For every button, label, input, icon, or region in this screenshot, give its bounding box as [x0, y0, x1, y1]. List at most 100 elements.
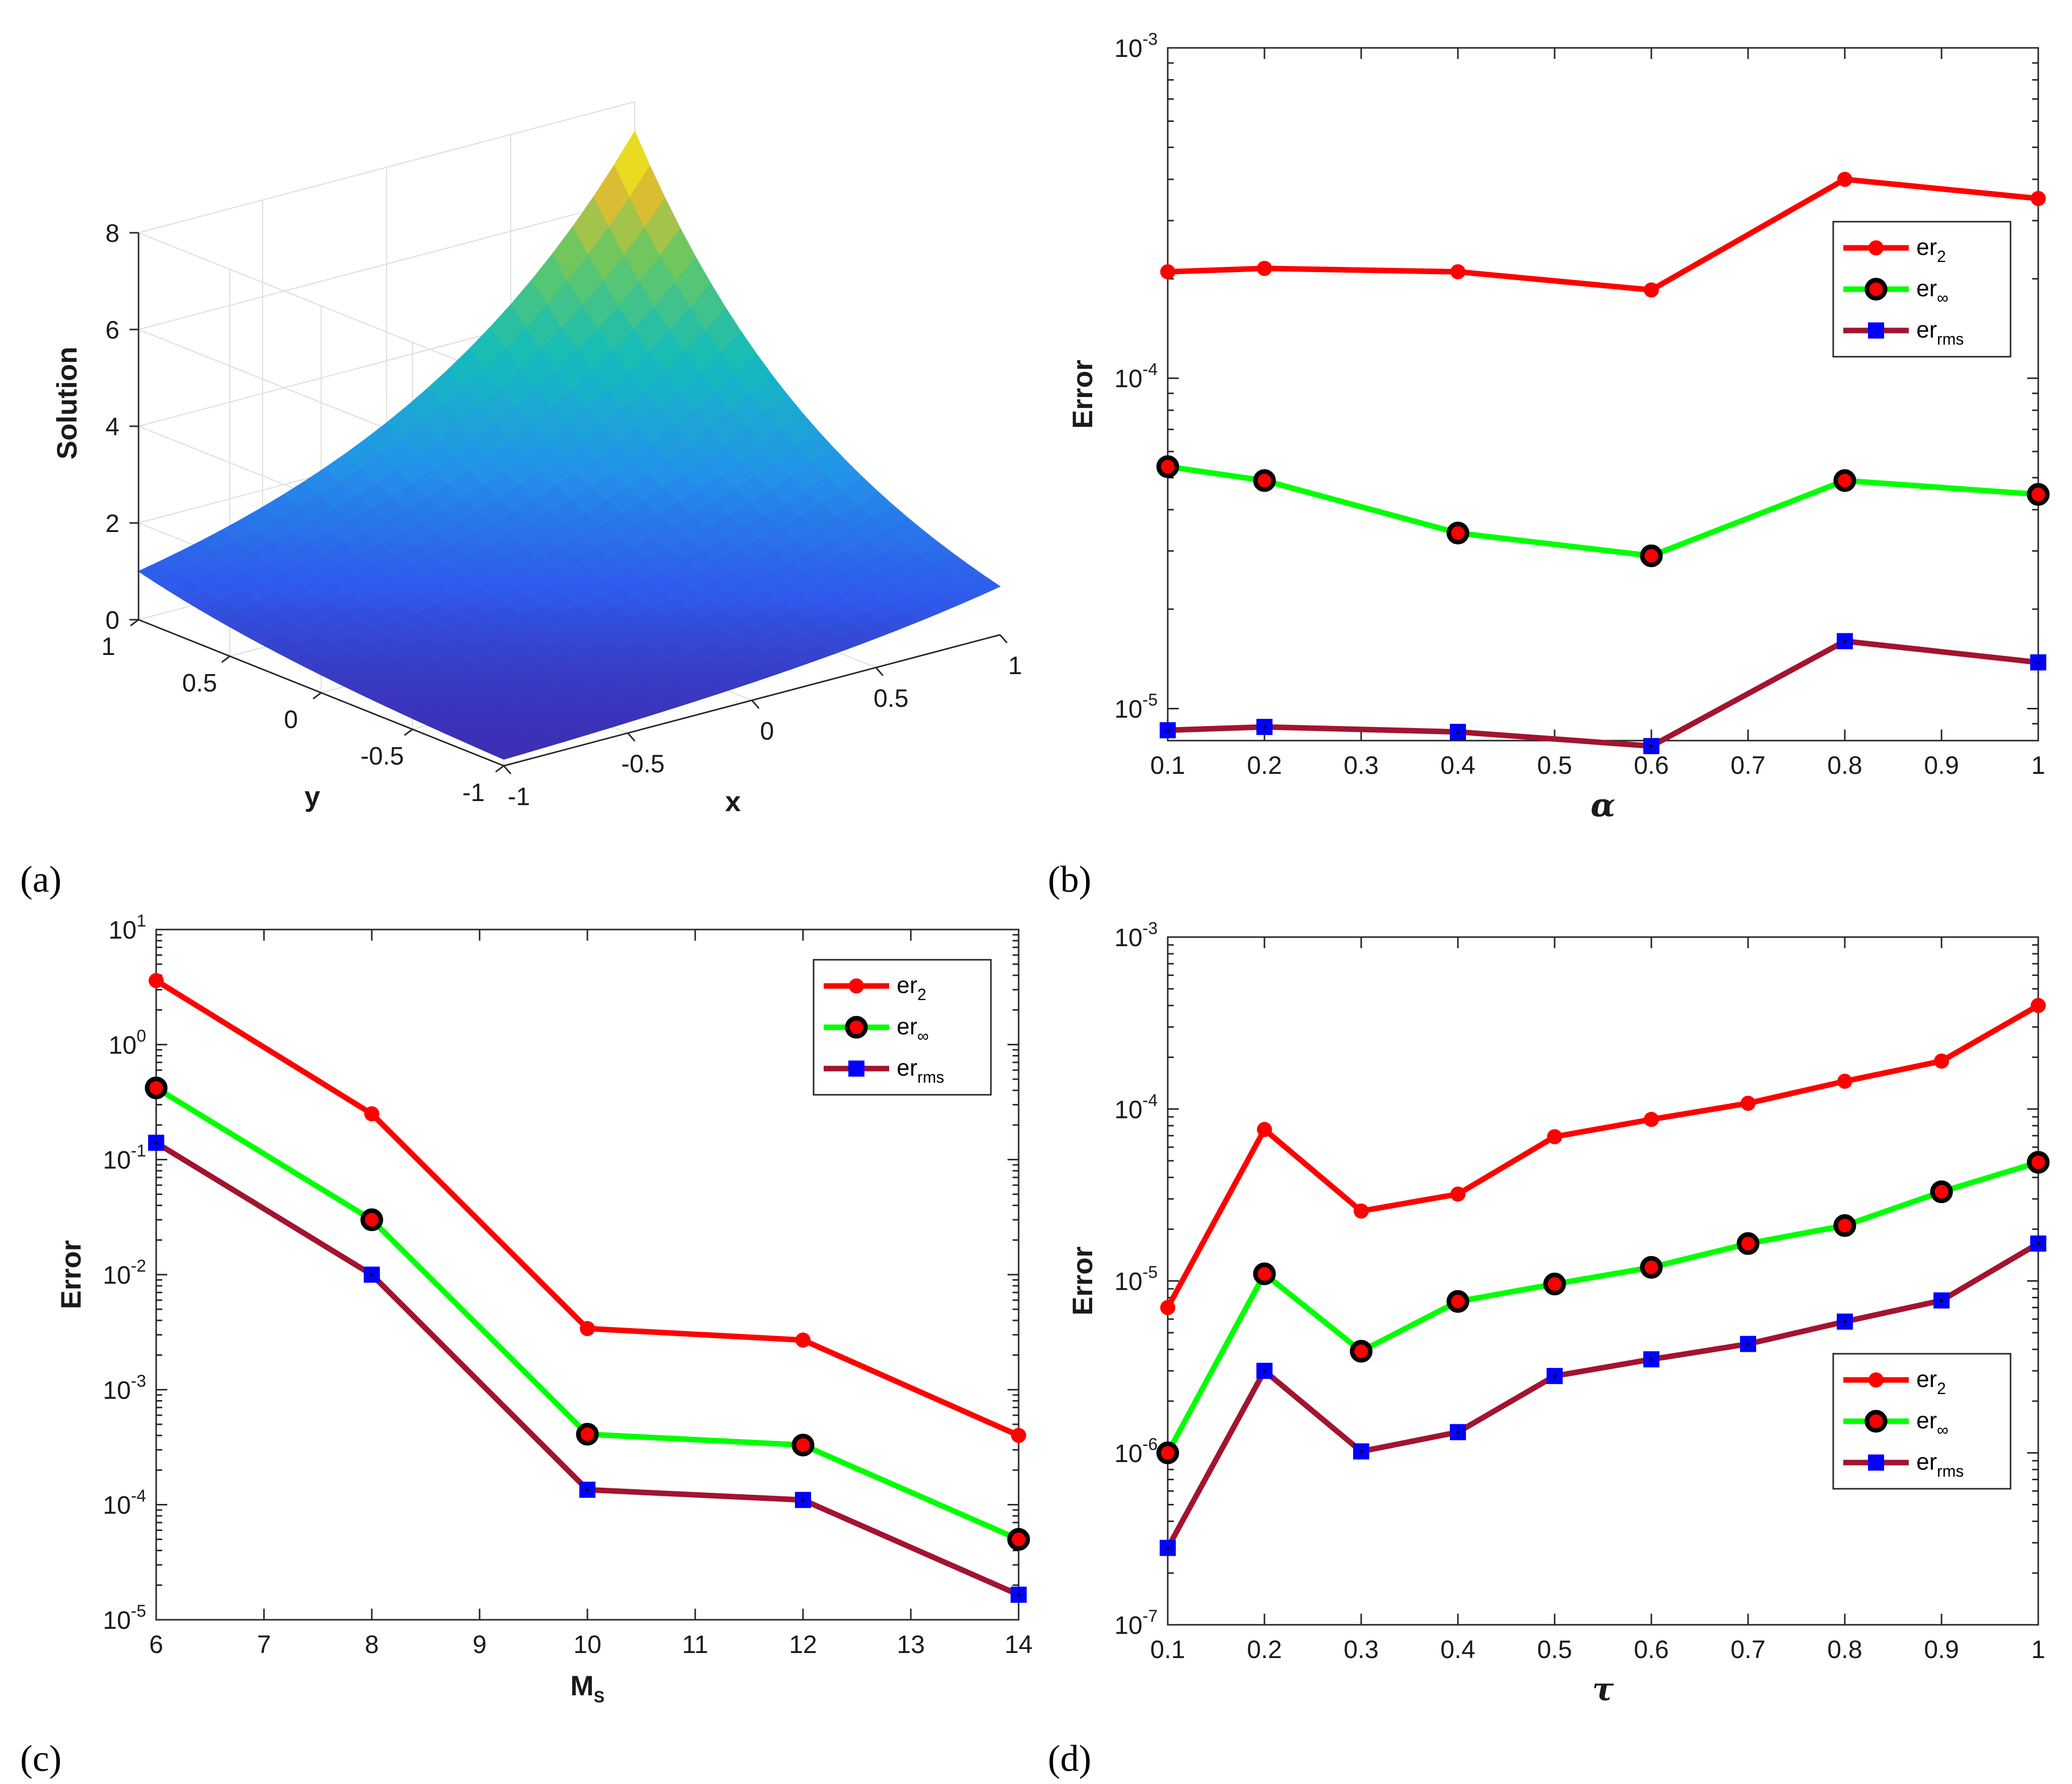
y-tick-label: -1: [462, 778, 485, 807]
y-tick-label: 10-4: [1114, 360, 1158, 393]
y-tick-label: 10-4: [103, 1487, 146, 1519]
data-point: [1253, 469, 1276, 492]
data-point: [1257, 260, 1272, 276]
data-point: [145, 1076, 168, 1099]
y-tick-label: -0.5: [361, 742, 404, 770]
panel-label: (c): [20, 1738, 61, 1779]
data-point: [1543, 1273, 1566, 1296]
data-point: [1007, 1528, 1030, 1551]
data-point: [2031, 998, 2046, 1013]
y-tick-label: 100: [108, 1026, 146, 1059]
x-tick-label: 0.3: [1344, 751, 1379, 779]
surface-cell: [487, 746, 526, 760]
data-point-center: [1017, 1593, 1020, 1597]
y-tick-label: 0: [284, 705, 298, 734]
x-axis-label: τ: [1592, 1671, 1614, 1708]
data-point: [1446, 1290, 1469, 1313]
data-point-center: [1747, 1342, 1750, 1346]
data-point: [1450, 1186, 1465, 1202]
x-tick-label: 10: [573, 1630, 601, 1659]
x-axis-label: MS: [570, 1670, 605, 1706]
data-point-center: [2037, 660, 2040, 664]
x-tick-label: 0.2: [1247, 1635, 1282, 1664]
y-tick-label: 10-3: [1114, 30, 1158, 62]
x-tick-mark: [627, 733, 636, 742]
legend-marker: [1868, 240, 1884, 255]
data-point-center: [1456, 1430, 1459, 1434]
series-er-2: [149, 973, 1026, 1443]
z-tick-label: 6: [105, 316, 119, 344]
y-axis-label: Error: [55, 1240, 87, 1309]
y-tick-label: 10-5: [1114, 1263, 1158, 1296]
y-tick-label: 1: [101, 632, 115, 660]
data-point: [1837, 171, 1852, 187]
legend-marker: [849, 978, 864, 994]
x-tick-label: 0.8: [1827, 1635, 1862, 1664]
z-tick-label: 0: [105, 606, 119, 634]
x-tick-mark: [503, 765, 512, 774]
x-tick-label: 0.5: [1537, 751, 1572, 779]
data-point-center: [1456, 730, 1459, 734]
series-line: [1165, 1159, 2039, 1455]
legend: er2 er∞ errms: [813, 959, 992, 1096]
legend-marker: [1868, 1455, 1884, 1471]
data-point: [1644, 1111, 1659, 1127]
data-point-center: [1263, 725, 1266, 729]
x-tick-mark: [875, 667, 884, 676]
x-tick-label: 14: [1005, 1630, 1033, 1659]
x-tick-label: 0.7: [1730, 1635, 1766, 1664]
panel-c: 6 7 8 9 10 11 12 13 14 10-5 10-4 10-3 10-2 10-1 100 101…: [20, 911, 1033, 1779]
series-er-inf: [1156, 455, 2050, 567]
data-point: [1833, 469, 1856, 492]
x-tick-label: 7: [257, 1630, 271, 1659]
legend-label: er2: [897, 972, 926, 1004]
legend-label: errms: [1916, 316, 1964, 348]
z-tick-label: 4: [105, 413, 119, 441]
y-tick-label: 10-7: [1114, 1607, 1158, 1639]
data-point-center: [1650, 744, 1653, 748]
x-axis-label: x: [725, 785, 741, 817]
data-point-center: [586, 1488, 589, 1491]
x-tick-label: -0.5: [621, 750, 664, 778]
data-point: [1837, 1074, 1852, 1089]
legend-marker: [848, 1061, 864, 1077]
y-axis: 10-5 10-4 10-3: [1114, 30, 2038, 742]
data-point: [576, 1423, 599, 1446]
y-axis-label: y: [304, 780, 320, 812]
legend-label: er2: [1916, 1366, 1946, 1398]
data-point: [1547, 1129, 1562, 1145]
data-point: [795, 1332, 811, 1348]
x-tick-label: 0.6: [1634, 1635, 1669, 1664]
x-tick-label: 8: [365, 1630, 379, 1659]
data-point: [791, 1433, 815, 1457]
legend-marker: [1868, 1372, 1884, 1387]
legend-label: errms: [897, 1054, 944, 1086]
legend: er2 er∞ errms: [1832, 221, 2012, 358]
data-point: [1644, 282, 1659, 298]
legend-label: er2: [1916, 234, 1946, 266]
y-tick-mark: [495, 765, 504, 773]
x-tick-label: 13: [897, 1630, 925, 1659]
x-tick-label: 0.1: [1150, 1635, 1185, 1664]
data-point-center: [1650, 1358, 1653, 1361]
x-tick-label: 1: [2031, 751, 2045, 779]
x-tick-mark: [999, 634, 1008, 643]
z-axis-label: Solution: [51, 347, 83, 459]
x-tick-label: 0.7: [1730, 751, 1766, 779]
y-axis-label: Error: [1066, 1246, 1098, 1315]
series-line: [1165, 1241, 2040, 1550]
data-point: [1253, 1262, 1276, 1285]
panel-label: (b): [1048, 859, 1091, 900]
x-axis: 0.1 0.2 0.3 0.4 0.5 0.6 0.7 0.8 0.9 1: [1150, 937, 2045, 1664]
data-point: [1640, 544, 1663, 567]
data-point: [364, 1106, 379, 1121]
x-tick-label: 0: [760, 717, 774, 745]
data-point: [1741, 1095, 1756, 1111]
series-er-2: [1160, 171, 2046, 298]
x-tick-label: 0.9: [1924, 751, 1959, 779]
y-tick-label: 10-1: [103, 1142, 146, 1174]
y-tick-label: 10-6: [1114, 1435, 1158, 1468]
data-point-center: [1166, 1546, 1169, 1550]
data-point: [1156, 455, 1179, 478]
